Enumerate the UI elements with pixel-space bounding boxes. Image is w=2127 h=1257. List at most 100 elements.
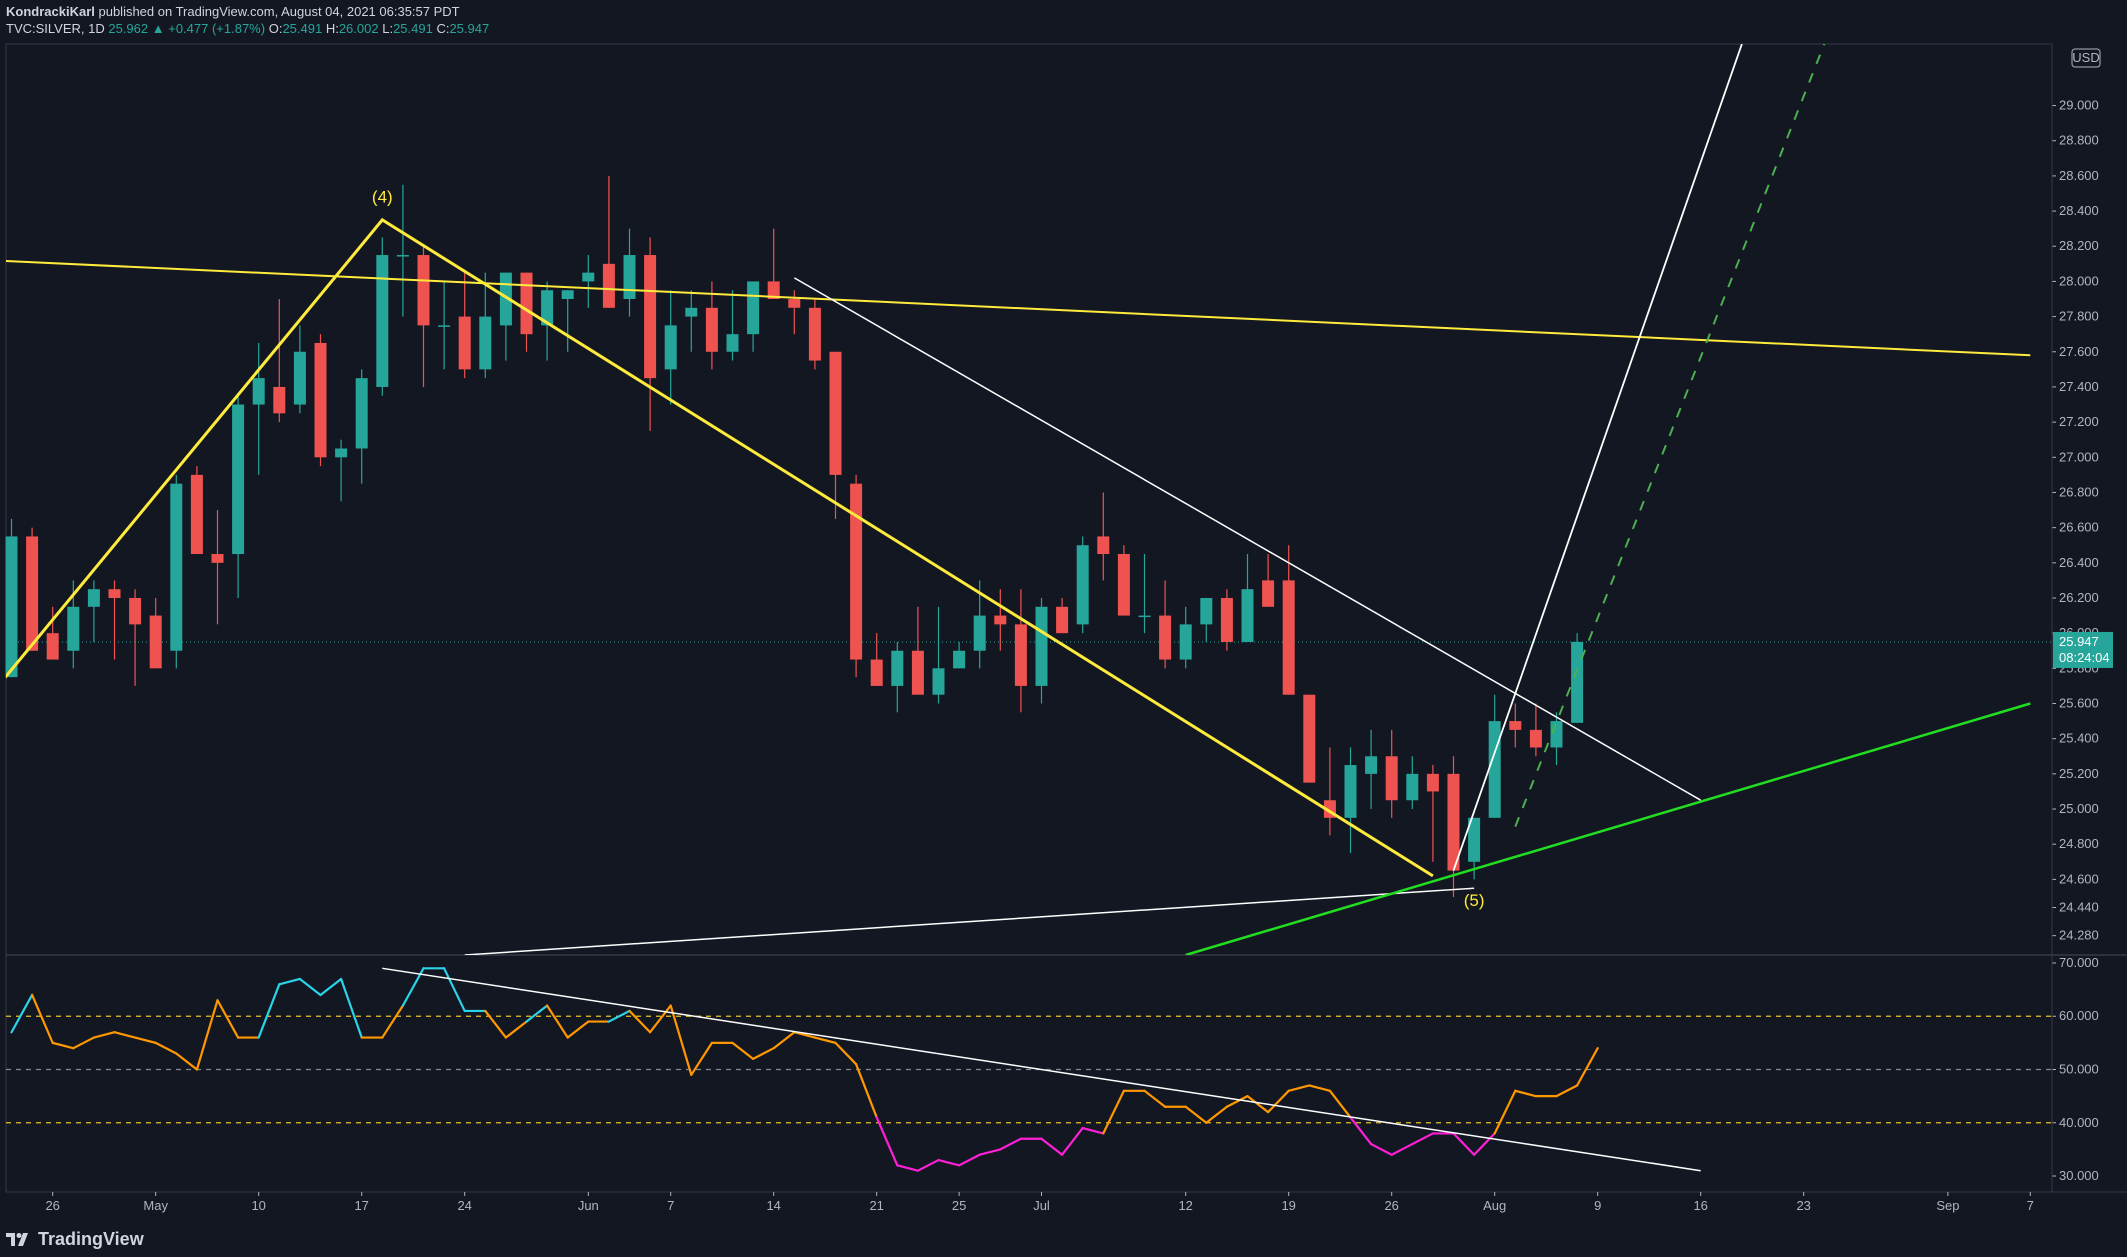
yellow-resistance-line[interactable]: [0, 260, 2031, 357]
rsi-segment: [1081, 1126, 1105, 1135]
candle: [1179, 606, 1192, 669]
rsi-segment: [669, 1004, 693, 1076]
candle: [541, 281, 554, 361]
candle: [870, 633, 883, 686]
candle-body: [211, 554, 224, 563]
rsi-segment: [154, 1041, 178, 1055]
candle-body: [149, 615, 162, 669]
candle: [252, 342, 265, 475]
candle-body: [438, 325, 451, 327]
rsi-segment: [1452, 1132, 1476, 1156]
candle: [1323, 747, 1336, 836]
rsi-segment: [1287, 1084, 1311, 1092]
rsi-segment: [1102, 1089, 1126, 1135]
white-breakout-line[interactable]: [1452, 44, 1743, 871]
candle-body: [1344, 765, 1357, 818]
price-tick-label: 29.000: [2059, 98, 2099, 113]
candle-body: [293, 351, 306, 405]
price-tick-label: 27.000: [2059, 449, 2099, 464]
price-change: ▲ +0.477 (+1.87%): [151, 21, 266, 36]
candle-body: [953, 650, 966, 669]
close-label: C:: [436, 21, 450, 36]
candle-body: [232, 404, 245, 555]
time-tick-label: Aug: [1483, 1198, 1506, 1213]
candle-body: [541, 290, 554, 326]
candle: [1262, 554, 1275, 607]
time-tick-label: May: [143, 1198, 168, 1213]
rsi-segment: [834, 1041, 858, 1066]
candle-body: [355, 378, 368, 449]
rsi-segment: [978, 1148, 1002, 1156]
green-dashed-projection[interactable]: [1514, 44, 1826, 827]
rsi-segment: [72, 1036, 96, 1050]
candle-body: [170, 483, 183, 651]
rsi-segment: [92, 1031, 116, 1039]
white-support-line[interactable]: [464, 887, 1475, 955]
white-downtrend-line[interactable]: [793, 277, 1702, 801]
candle: [1241, 554, 1254, 642]
rsi-segment: [1369, 1142, 1393, 1156]
rsi-segment: [648, 1004, 672, 1034]
candle: [747, 281, 760, 352]
rsi-segment: [340, 977, 363, 1039]
rsi-segment: [381, 1004, 404, 1039]
candle-body: [1550, 721, 1563, 748]
rsi-segment: [1266, 1089, 1290, 1114]
rsi-segment: [772, 1031, 796, 1050]
candle-body: [190, 474, 203, 555]
price-tick-label: 25.000: [2059, 801, 2099, 816]
candle: [664, 290, 677, 405]
candle: [479, 272, 492, 379]
publish-line: KondrackiKarl published on TradingView.c…: [6, 3, 1206, 20]
candle: [911, 606, 924, 695]
candle-body: [1571, 641, 1584, 723]
plot-border: [5, 43, 2053, 1193]
symbol-label[interactable]: TVC:SILVER, 1D: [6, 21, 105, 36]
candle-body: [726, 334, 739, 352]
candle: [5, 518, 18, 678]
candle-body: [1138, 615, 1151, 618]
candle-body: [46, 633, 59, 660]
candle: [1076, 536, 1089, 634]
rsi-segment: [793, 1031, 817, 1039]
price-tick-label: 26.800: [2059, 484, 2099, 499]
candle: [170, 474, 183, 669]
rsi-segment: [1060, 1126, 1084, 1156]
time-tick-label: 24: [457, 1198, 471, 1213]
trendline-drawings[interactable]: (4) (5): [0, 44, 2031, 956]
time-tick-label: 14: [766, 1198, 780, 1213]
rsi-segment: [1225, 1095, 1249, 1108]
candle-body: [1097, 536, 1110, 555]
rsi-tick-label: 30.000: [2059, 1168, 2099, 1183]
rsi-segment: [51, 1041, 75, 1050]
candle-body: [705, 307, 718, 352]
candle-body: [1303, 694, 1316, 783]
low-label: L:: [382, 21, 394, 36]
candle: [458, 272, 471, 379]
candle-body: [582, 272, 595, 282]
candle: [1344, 747, 1357, 853]
author-name[interactable]: KondrackiKarl: [6, 4, 95, 19]
elliott-wave-path[interactable]: [0, 217, 1434, 878]
rsi-segment: [504, 1020, 528, 1039]
green-support-line[interactable]: [1185, 702, 2031, 956]
rsi-tick-label: 40.000: [2059, 1115, 2099, 1130]
candle-body: [891, 650, 904, 686]
price-tick-label: 25.200: [2059, 766, 2099, 781]
rsi-segment: [216, 999, 240, 1039]
candle-body: [788, 299, 801, 308]
candle-body: [273, 386, 286, 414]
candle: [1365, 729, 1378, 810]
price-axis[interactable]: 29.000 28.800 28.600 28.400 28.200 28.000 27.8…: [2051, 44, 2113, 1192]
rsi-segment: [813, 1036, 837, 1044]
candle-body: [994, 615, 1007, 625]
rsi-tick-label: 50.000: [2059, 1062, 2099, 1077]
candle-body: [87, 589, 100, 607]
price-tick-label: 24.280: [2059, 928, 2099, 943]
rsi-segment: [1411, 1132, 1435, 1146]
rsi-segment: [443, 967, 466, 1013]
candle: [850, 474, 863, 678]
time-axis[interactable]: 26 May 10 17 24 Jun 7 14 21 25 Jul 12 19 26 Aug 9 16 23 Se…: [45, 1192, 2034, 1213]
rsi-segment: [1040, 1137, 1064, 1156]
